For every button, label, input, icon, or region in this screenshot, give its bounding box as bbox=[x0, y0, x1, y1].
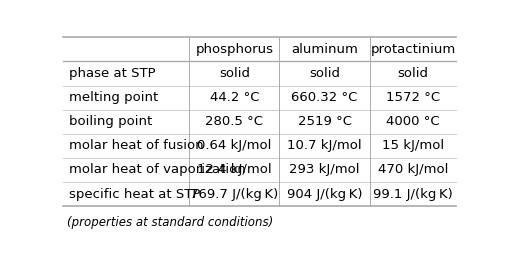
Text: phosphorus: phosphorus bbox=[195, 43, 273, 56]
Text: 1572 °C: 1572 °C bbox=[386, 91, 440, 104]
Text: 769.7 J/(kg K): 769.7 J/(kg K) bbox=[190, 188, 278, 201]
Text: solid: solid bbox=[309, 67, 340, 80]
Text: 280.5 °C: 280.5 °C bbox=[205, 115, 263, 128]
Text: molar heat of vaporization: molar heat of vaporization bbox=[69, 163, 246, 176]
Text: 4000 °C: 4000 °C bbox=[386, 115, 440, 128]
Text: 12.4 kJ/mol: 12.4 kJ/mol bbox=[197, 163, 272, 176]
Text: molar heat of fusion: molar heat of fusion bbox=[69, 139, 204, 152]
Text: 904 J/(kg K): 904 J/(kg K) bbox=[287, 188, 363, 201]
Text: solid: solid bbox=[219, 67, 250, 80]
Text: 10.7 kJ/mol: 10.7 kJ/mol bbox=[287, 139, 362, 152]
Text: 0.64 kJ/mol: 0.64 kJ/mol bbox=[197, 139, 271, 152]
Text: (properties at standard conditions): (properties at standard conditions) bbox=[67, 216, 274, 229]
Text: 99.1 J/(kg K): 99.1 J/(kg K) bbox=[373, 188, 453, 201]
Text: 293 kJ/mol: 293 kJ/mol bbox=[289, 163, 360, 176]
Text: solid: solid bbox=[397, 67, 428, 80]
Text: boiling point: boiling point bbox=[69, 115, 153, 128]
Text: 44.2 °C: 44.2 °C bbox=[209, 91, 259, 104]
Text: 470 kJ/mol: 470 kJ/mol bbox=[378, 163, 448, 176]
Text: phase at STP: phase at STP bbox=[69, 67, 156, 80]
Text: specific heat at STP: specific heat at STP bbox=[69, 188, 201, 201]
Text: 2519 °C: 2519 °C bbox=[298, 115, 352, 128]
Text: aluminum: aluminum bbox=[291, 43, 358, 56]
Text: 660.32 °C: 660.32 °C bbox=[292, 91, 358, 104]
Text: protactinium: protactinium bbox=[371, 43, 456, 56]
Text: 15 kJ/mol: 15 kJ/mol bbox=[382, 139, 444, 152]
Text: melting point: melting point bbox=[69, 91, 159, 104]
